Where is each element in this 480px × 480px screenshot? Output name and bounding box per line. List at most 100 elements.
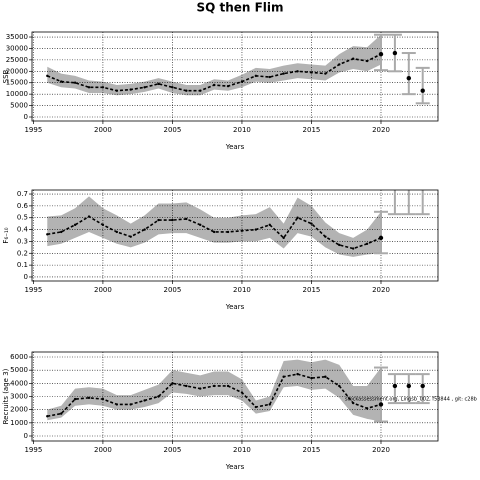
estimate-point [46, 74, 49, 78]
estimate-point [115, 89, 119, 92]
y-axis-label: SSB [2, 69, 10, 83]
x-tick-label: 2005 [164, 286, 182, 294]
estimate-point [212, 83, 216, 87]
x-tick-label: 2005 [164, 446, 182, 454]
projection-point [406, 75, 412, 81]
estimate-point [185, 384, 188, 388]
x-tick-label: 2015 [303, 126, 321, 134]
y-tick-label: 0.4 [17, 226, 29, 234]
estimate-point [143, 86, 146, 89]
plot-frame [31, 189, 439, 282]
projection-point [407, 180, 411, 184]
y-tick-label: 35000 [6, 33, 28, 41]
confidence-band [47, 196, 381, 257]
estimate-point [73, 81, 77, 84]
estimate-point [143, 399, 146, 402]
estimate-point [212, 384, 216, 388]
estimate-point [212, 230, 216, 234]
y-tick-label: 0 [24, 432, 28, 440]
y-tick-label: 30000 [6, 44, 28, 52]
estimate-point [115, 230, 119, 234]
estimate-point [87, 86, 91, 89]
estimate-point [338, 63, 341, 66]
estimate-point [351, 57, 355, 60]
estimate-point [351, 401, 355, 405]
estimate-point [254, 74, 258, 78]
estimate-point [296, 372, 299, 376]
panel: 1995 2000 2005 2010 2015 2020 0 1000 2000 3000 400… [2, 351, 439, 471]
estimate-point [365, 242, 369, 245]
y-tick-label: 2000 [10, 406, 28, 414]
x-tick-label: 1995 [24, 126, 42, 134]
x-tick-label: 2010 [233, 286, 251, 294]
estimate-point [171, 218, 174, 222]
estimate-point [101, 86, 105, 89]
x-tick-label: 2000 [94, 286, 112, 294]
projection-point [378, 235, 384, 241]
x-tick-label: 2010 [233, 126, 251, 134]
panel: 1995 2000 2005 2010 2015 2020 0 5000 10000 15000 2… [2, 31, 439, 151]
confidence-band [47, 34, 381, 96]
x-tick-label: 2020 [372, 446, 390, 454]
estimate-point [240, 229, 244, 232]
y-tick-label: 0.1 [17, 261, 28, 269]
estimate-point [226, 84, 230, 88]
x-tick-label: 2020 [372, 126, 390, 134]
x-axis-label: Years [225, 463, 245, 471]
y-tick-label: 20000 [6, 67, 28, 75]
projection-point [393, 180, 397, 184]
estimate-point [324, 72, 327, 75]
estimate-point [310, 71, 313, 74]
y-tick-label: 0.6 [17, 202, 29, 210]
plot-frame [31, 351, 439, 442]
x-tick-label: 2010 [233, 446, 251, 454]
estimate-point [73, 397, 77, 401]
estimate-point [310, 222, 313, 225]
y-tick-label: 0.3 [17, 237, 28, 245]
estimate-point [199, 89, 202, 92]
x-tick-label: 2005 [164, 126, 182, 134]
estimate-point [101, 397, 105, 401]
y-tick-label: 10000 [6, 90, 28, 98]
estimate-point [101, 223, 105, 227]
estimate-point [226, 230, 230, 234]
projection-point [392, 50, 398, 56]
y-tick-label: 3000 [10, 393, 28, 401]
y-tick-label: 1000 [10, 419, 28, 427]
estimate-point [157, 218, 160, 222]
estimate-point [157, 395, 160, 398]
estimate-point [87, 396, 91, 400]
estimate-point [282, 72, 285, 75]
estimate-point [324, 235, 327, 238]
estimate-point [199, 223, 202, 227]
y-tick-label: 25000 [6, 56, 28, 64]
estimate-point [310, 376, 313, 380]
y-tick-label: 0.5 [17, 214, 28, 222]
x-tick-label: 2000 [94, 126, 112, 134]
estimate-point [171, 86, 174, 89]
estimate-point [87, 215, 91, 218]
x-axis-label: Years [225, 143, 245, 151]
estimate-point [296, 70, 299, 73]
y-axis-label: F₆₋₁₀ [2, 227, 10, 243]
panel: 1995 2000 2005 2010 2015 2020 0 0.1 0.2 0.3 0.4 0.5… [2, 180, 439, 311]
plot-area [32, 352, 438, 441]
y-tick-label: 0.7 [17, 190, 28, 198]
projection-point [378, 51, 384, 57]
figure-title: SQ then Flim [196, 1, 283, 15]
y-tick-label: 0 [24, 273, 28, 281]
estimate-point [268, 223, 271, 227]
projection-point [392, 383, 398, 389]
y-tick-label: 6000 [10, 353, 28, 361]
plot-frame [31, 31, 439, 122]
projection-point [420, 383, 425, 389]
estimate-point [365, 59, 369, 63]
estimate-point [115, 403, 119, 406]
estimate-point [254, 228, 258, 231]
x-tick-label: 2015 [303, 286, 321, 294]
plot-area [32, 180, 438, 281]
estimate-point [240, 80, 244, 83]
y-axis-label: Recruits (age 3) [2, 368, 10, 424]
x-tick-label: 1995 [24, 446, 42, 454]
